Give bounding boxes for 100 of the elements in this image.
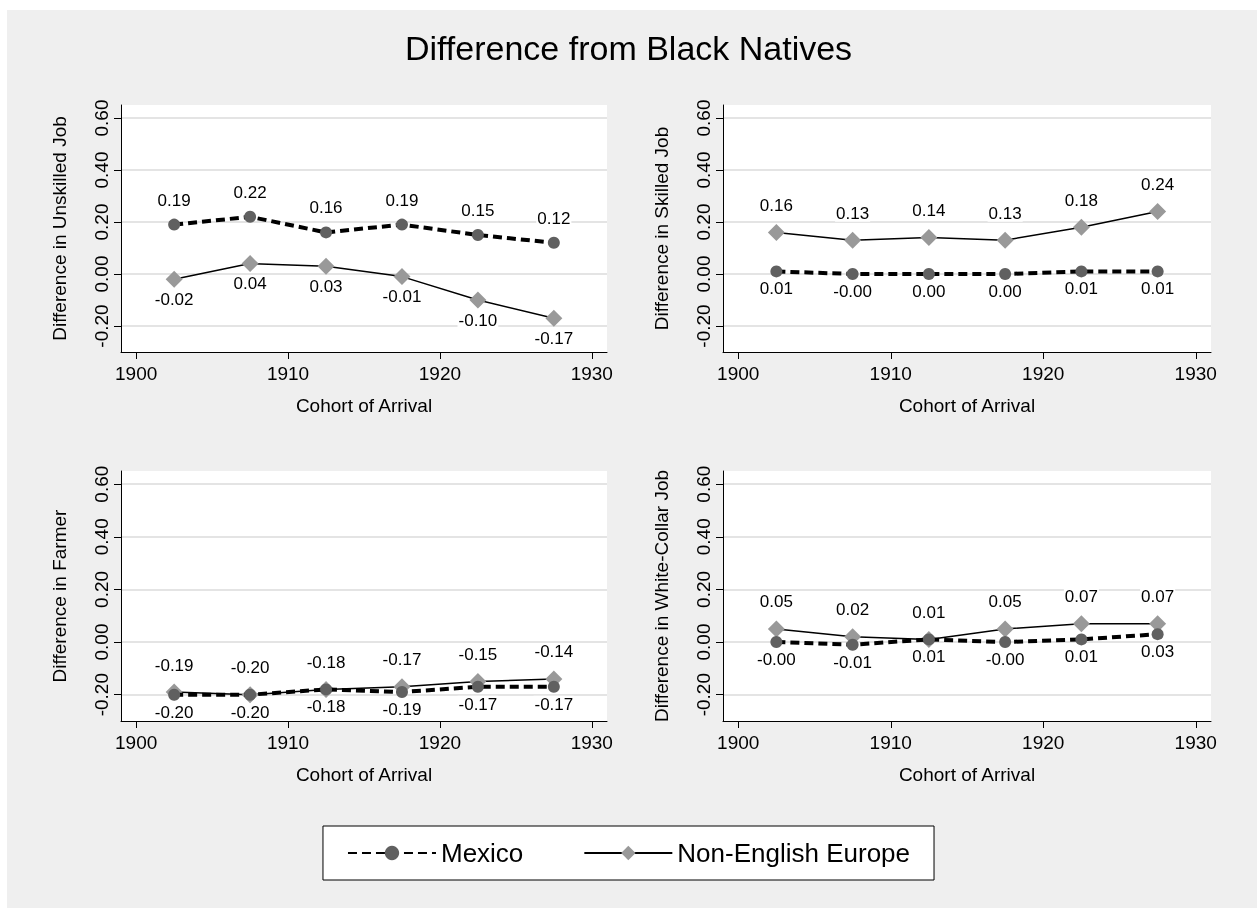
data-label: 0.24	[1141, 175, 1175, 195]
y-axis-title: Difference in Skilled Job	[651, 126, 672, 331]
data-label: -0.17	[458, 694, 498, 714]
point	[317, 257, 335, 275]
data-label: -0.01	[382, 287, 422, 307]
data-label: 0.07	[1141, 587, 1175, 607]
point	[165, 270, 183, 288]
x-tick-label: 1920	[418, 732, 462, 753]
y-tick-label: 0.20	[91, 570, 112, 608]
y-tick-label: 0.00	[91, 623, 112, 661]
point	[846, 268, 859, 280]
data-label: -0.20	[230, 658, 270, 678]
data-label: -0.18	[306, 652, 346, 672]
point	[547, 680, 560, 693]
data-label: 0.15	[461, 201, 495, 220]
x-axis-title: Cohort of Arrival	[898, 395, 1036, 416]
data-label: -0.20	[230, 702, 270, 722]
x-tick-label: 1900	[717, 732, 760, 753]
data-label: 0.05	[988, 592, 1022, 612]
data-label: -0.19	[382, 700, 422, 720]
y-tick-label: 0.00	[91, 255, 112, 293]
data-label: 0.07	[1064, 587, 1098, 607]
data-label: -0.19	[154, 655, 194, 675]
data-label: 0.16	[759, 195, 793, 215]
data-label: -0.18	[306, 697, 346, 717]
point	[996, 620, 1014, 638]
data-label: 0.19	[157, 190, 191, 210]
point	[393, 268, 411, 286]
y-tick-label: -0.20	[693, 673, 714, 717]
point	[1075, 265, 1088, 278]
point	[241, 255, 259, 273]
y-tick-label: 0.60	[693, 465, 714, 503]
y-tick-label: 0.20	[693, 570, 714, 608]
data-label: -0.14	[534, 642, 574, 662]
data-label: -0.00	[833, 282, 872, 301]
point	[168, 218, 181, 231]
point	[471, 680, 484, 693]
point	[767, 620, 785, 638]
data-label: 0.01	[1064, 279, 1098, 299]
y-tick-label: 0.40	[693, 151, 714, 189]
point	[1149, 203, 1167, 221]
x-tick-label: 1900	[115, 732, 158, 753]
data-label: -0.10	[458, 310, 498, 330]
y-tick-label: -0.20	[91, 304, 112, 348]
data-label: -0.00	[985, 650, 1025, 670]
y-axis-title: Difference in Unskilled Job	[49, 116, 70, 341]
data-label: 0.14	[912, 201, 946, 221]
data-label: 0.02	[836, 600, 870, 620]
point	[395, 218, 408, 231]
y-tick-label: 0.20	[91, 203, 112, 241]
point	[320, 226, 333, 239]
point	[846, 638, 859, 651]
data-label: 0.01	[912, 602, 946, 622]
data-label: -0.17	[534, 694, 574, 714]
x-tick-label: 1900	[717, 363, 760, 384]
x-tick-label: 1910	[266, 363, 310, 384]
x-tick-label: 1930	[570, 732, 613, 753]
point	[1072, 615, 1090, 633]
y-tick-label: 0.60	[693, 99, 714, 137]
point	[770, 636, 783, 649]
x-tick-label: 1910	[869, 363, 912, 384]
data-label: 0.19	[385, 190, 419, 210]
x-tick-label: 1930	[1174, 363, 1217, 384]
point	[922, 268, 935, 280]
data-label: 0.01	[912, 647, 946, 667]
y-tick-label: 0.20	[693, 203, 714, 241]
legend-label: Mexico	[440, 838, 524, 868]
point	[244, 210, 257, 223]
data-label: 0.13	[836, 203, 870, 223]
y-tick-label: -0.20	[693, 304, 714, 348]
data-label: 0.03	[1141, 642, 1175, 662]
chart-title: Difference from Black Natives	[404, 29, 853, 67]
y-axis-title: Difference in White-Collar Job	[651, 469, 672, 723]
data-label: 0.01	[1064, 647, 1098, 667]
x-tick-label: 1920	[418, 363, 462, 384]
x-tick-label: 1900	[115, 363, 158, 384]
data-label: 0.03	[309, 276, 343, 296]
x-tick-label: 1910	[869, 732, 912, 753]
point	[395, 686, 408, 699]
data-label: 0.05	[759, 592, 793, 612]
point	[996, 231, 1014, 249]
y-tick-label: 0.40	[693, 518, 714, 556]
data-label: 0.18	[1064, 190, 1098, 210]
x-tick-label: 1920	[1022, 732, 1065, 753]
point	[999, 636, 1012, 649]
point	[1151, 265, 1164, 278]
y-tick-label: 0.00	[693, 623, 714, 661]
y-tick-label: 0.40	[91, 518, 112, 556]
data-label: 0.12	[537, 208, 571, 228]
point	[920, 229, 938, 247]
data-label: -0.00	[757, 650, 796, 670]
point	[844, 231, 862, 249]
y-tick-label: -0.20	[91, 673, 112, 717]
data-label: -0.02	[154, 289, 194, 309]
point	[1075, 633, 1088, 646]
x-axis-title: Cohort of Arrival	[295, 395, 433, 416]
data-label: -0.01	[833, 652, 872, 672]
data-label: 0.04	[233, 274, 267, 294]
point	[1072, 218, 1090, 236]
point	[1151, 628, 1164, 641]
